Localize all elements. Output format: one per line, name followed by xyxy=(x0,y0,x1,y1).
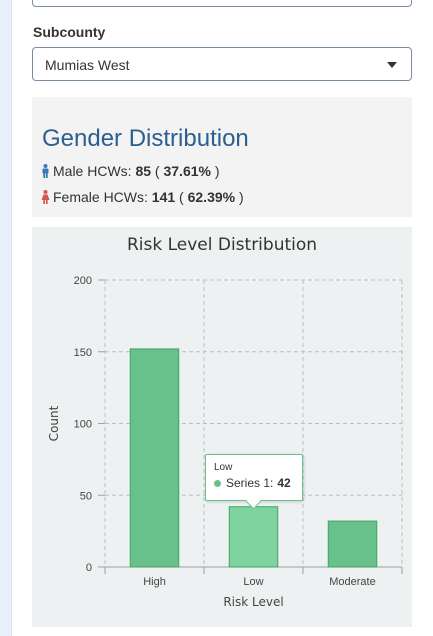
risk-level-chart: 0 50 100 150 200 High Low Moderate Risk Level Cou… xyxy=(47,275,403,609)
chart-title: Risk Level Distribution xyxy=(126,235,318,255)
male-stat: Male HCWs: 85 ( 37.61% ) xyxy=(41,163,220,179)
y-tick-label: 100 xyxy=(74,419,92,431)
bar-low xyxy=(228,506,279,568)
chart-tooltip: Low Series 1: 42 xyxy=(205,454,303,501)
bar-moderate xyxy=(327,520,378,568)
male-icon xyxy=(42,164,49,178)
bar-high xyxy=(129,348,180,568)
x-tick-label: Low xyxy=(243,576,263,588)
gender-panel: Gender Distribution Male HCWs: 85 ( 37.6… xyxy=(32,97,412,217)
female-percent: 62.39% xyxy=(187,189,236,205)
male-percent: 37.61% xyxy=(163,163,211,179)
risk-chart-panel: Risk Level Distribution 0 50 100 150 200 High… xyxy=(32,227,412,627)
tooltip-series: Series 1: xyxy=(226,476,274,490)
y-axis-title: Count xyxy=(47,405,61,441)
x-axis-title: Risk Level xyxy=(223,595,283,609)
y-tick-label: 0 xyxy=(86,562,92,574)
y-tick-label: 50 xyxy=(80,490,92,502)
subcounty-label: Subcounty xyxy=(33,24,106,40)
chevron-down-icon xyxy=(387,62,397,68)
tooltip-category: Low xyxy=(214,462,233,473)
male-label: Male HCWs: xyxy=(53,163,132,179)
tooltip-value: 42 xyxy=(277,476,291,490)
y-tick-label: 150 xyxy=(74,347,92,359)
y-tick-label: 200 xyxy=(74,275,92,287)
female-stat: Female HCWs: 141 ( 62.39% ) xyxy=(41,189,244,205)
subcounty-select[interactable]: Mumias West xyxy=(32,47,412,81)
tooltip-row: Series 1: 42 xyxy=(214,476,291,490)
male-count: 85 xyxy=(135,163,152,179)
x-tick-label: High xyxy=(143,576,166,588)
gender-title: Gender Distribution xyxy=(42,125,249,152)
female-icon xyxy=(41,190,50,204)
series-dot-icon xyxy=(214,479,221,487)
subcounty-select-value: Mumias West xyxy=(45,57,130,73)
county-select[interactable] xyxy=(32,0,412,7)
female-count: 141 xyxy=(151,189,176,205)
sidebar-edge xyxy=(0,0,12,636)
female-label: Female HCWs: xyxy=(53,189,148,205)
x-tick-label: Moderate xyxy=(329,576,375,588)
